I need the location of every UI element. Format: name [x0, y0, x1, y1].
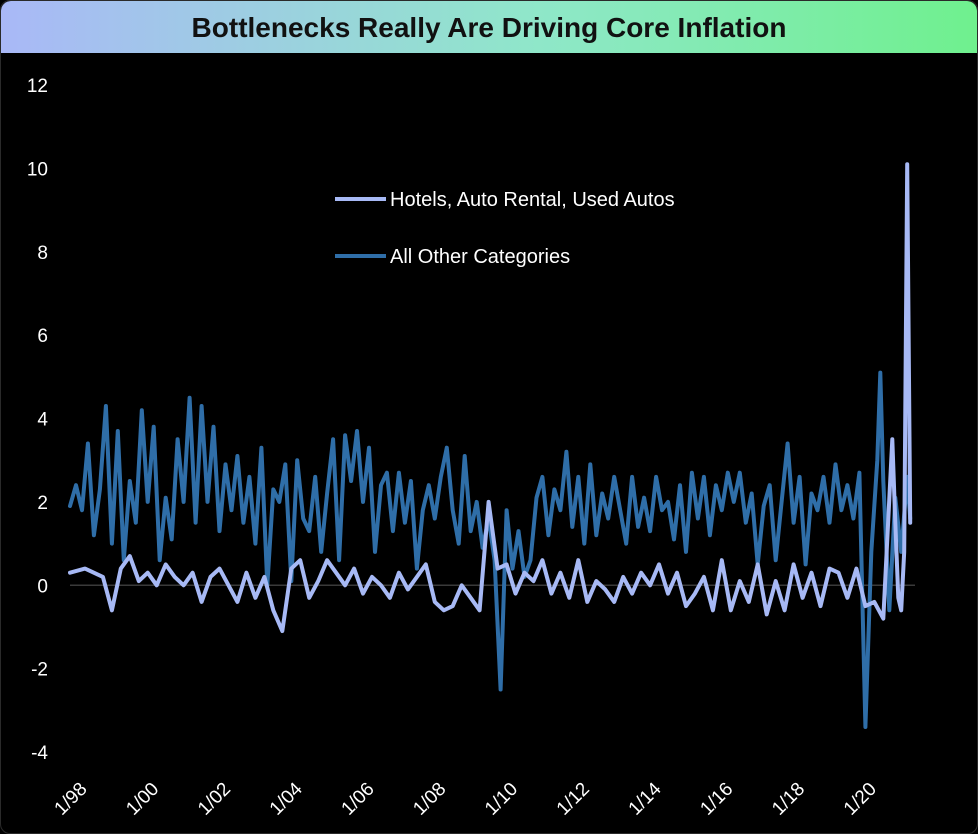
- y-tick-label: 0: [37, 576, 48, 597]
- chart-title: Bottlenecks Really Are Driving Core Infl…: [191, 12, 787, 43]
- x-tick-label: 1/02: [194, 779, 235, 820]
- x-tick-label: 1/08: [409, 779, 450, 820]
- x-tick-label: 1/16: [696, 779, 737, 820]
- y-tick-label: 10: [27, 159, 48, 180]
- legend-label: All Other Categories: [390, 246, 570, 268]
- y-tick-label: 8: [37, 243, 48, 264]
- legend-label: Hotels, Auto Rental, Used Autos: [390, 189, 675, 211]
- x-tick-label: 1/00: [122, 779, 163, 820]
- y-tick-label: 12: [27, 76, 48, 97]
- title-bar: Bottlenecks Really Are Driving Core Infl…: [1, 1, 977, 53]
- x-tick-label: 1/14: [625, 778, 666, 819]
- x-tick-label: 1/04: [266, 778, 307, 819]
- x-tick-label: 1/20: [840, 779, 881, 820]
- y-tick-label: -4: [31, 743, 48, 764]
- y-tick-label: 2: [37, 493, 48, 514]
- y-tick-label: -2: [31, 660, 48, 681]
- x-tick-label: 1/18: [768, 779, 809, 820]
- x-tick-label: 1/12: [553, 779, 594, 820]
- x-tick-label: 1/06: [338, 779, 379, 820]
- series-line-all-other: [68, 370, 913, 729]
- x-tick-label: 1/10: [481, 779, 522, 820]
- y-tick-label: 6: [37, 326, 48, 347]
- x-tick-label: 1/98: [51, 779, 92, 820]
- series-line-hotels-autos: [68, 162, 913, 634]
- y-tick-label: 4: [37, 410, 48, 431]
